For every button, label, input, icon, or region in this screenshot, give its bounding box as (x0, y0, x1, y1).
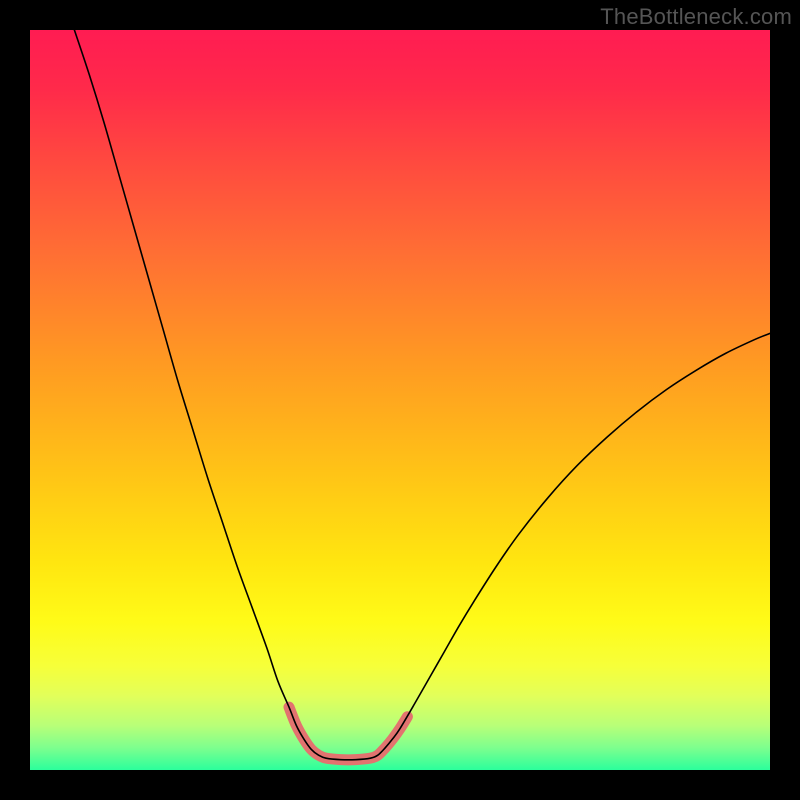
chart-background (30, 30, 770, 770)
chart-svg (30, 30, 770, 770)
plot-area (30, 30, 770, 770)
watermark-text: TheBottleneck.com (600, 4, 792, 30)
chart-frame: TheBottleneck.com (0, 0, 800, 800)
